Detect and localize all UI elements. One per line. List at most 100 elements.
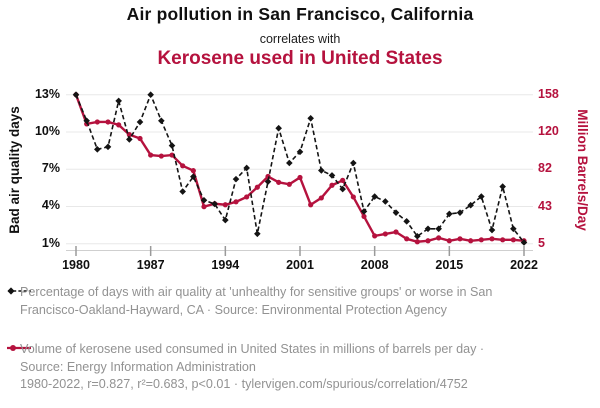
kerosene-line [74, 94, 525, 243]
air-quality-point [104, 143, 112, 151]
air-quality-point [264, 178, 272, 185]
air-quality-point [115, 97, 122, 105]
kerosene-point [169, 152, 175, 158]
kerosene-point [148, 152, 154, 158]
air-quality-point [318, 167, 325, 174]
y-tick-right: 5 [538, 235, 545, 250]
air-quality-point [520, 239, 528, 246]
kerosene-point [510, 237, 516, 243]
kerosene-point [478, 237, 484, 243]
kerosene-point [500, 237, 506, 243]
air-quality-point [136, 118, 144, 126]
kerosene-point [372, 233, 378, 239]
kerosene-point [137, 135, 143, 142]
x-tick: 1994 [211, 258, 240, 272]
kerosene-point [404, 236, 410, 242]
air-quality-point [446, 210, 453, 218]
air-quality-point [222, 216, 229, 224]
x-tick: 2022 [510, 258, 538, 272]
kerosene-point [350, 194, 356, 200]
air-quality-point [254, 230, 261, 238]
kerosene-point [382, 231, 388, 237]
air-quality-point [168, 142, 176, 149]
air-quality-point [403, 218, 410, 225]
kerosene-point [297, 174, 303, 181]
kerosene-point [233, 199, 239, 205]
stats-footer: 1980-2022, r=0.827, r²=0.683, p<0.01 · t… [20, 377, 468, 391]
legend-entry-kerosene: Volume of kerosene used consumed in Unit… [20, 342, 485, 374]
kerosene-point [254, 184, 260, 190]
y-tick-right: 120 [538, 123, 559, 138]
air-quality-point [307, 114, 314, 122]
kerosene-point [329, 182, 335, 188]
kerosene-point [276, 179, 282, 185]
y-tick-right: 158 [538, 86, 559, 101]
kerosene-point [446, 238, 452, 244]
y-tick-left: 10% [34, 123, 60, 138]
air-quality-point [286, 159, 293, 167]
air-quality-point [467, 201, 474, 209]
air-quality-point [232, 175, 240, 183]
air-quality-point [478, 193, 485, 200]
air-quality-point [190, 173, 197, 180]
air-quality-point [200, 196, 208, 204]
chart-subtitle: correlates with [259, 32, 341, 46]
kerosene-point [393, 229, 399, 235]
kerosene-point [180, 163, 186, 169]
air-quality-point [339, 185, 346, 193]
x-tick: 1980 [62, 258, 90, 272]
air-quality-line [75, 92, 525, 243]
y-tick-left: 7% [41, 161, 60, 176]
kerosene-point [190, 168, 196, 174]
air-quality-point [510, 225, 517, 233]
y-tick-right: 43 [538, 198, 552, 213]
kerosene-point [105, 119, 111, 125]
kerosene-point [468, 238, 474, 244]
air-quality-point [72, 91, 80, 98]
y-tick-right: 82 [538, 160, 552, 175]
kerosene-point [457, 236, 463, 242]
kerosene-point [116, 122, 122, 128]
air-quality-point [424, 225, 432, 233]
air-quality-point [360, 208, 368, 215]
air-quality-point [275, 124, 282, 132]
air-quality-point [158, 117, 165, 125]
x-tick: 2015 [435, 258, 464, 272]
kerosene-point [318, 195, 324, 201]
kerosene-point [222, 202, 228, 208]
x-tick: 2008 [360, 258, 389, 272]
air-quality-point [414, 232, 421, 240]
air-quality-point [435, 225, 442, 233]
kerosene-point [489, 236, 495, 242]
kerosene-point [201, 204, 207, 210]
y-tick-left: 1% [41, 235, 60, 250]
x-tick: 1987 [136, 258, 165, 272]
kerosene-point [126, 132, 132, 138]
air-quality-point [94, 146, 101, 153]
chart-title: Air pollution in San Francisco, Californ… [126, 4, 474, 24]
air-quality-point [126, 136, 133, 143]
air-quality-point [456, 209, 464, 216]
air-quality-point [243, 164, 250, 172]
kerosene-point [361, 213, 367, 220]
kerosene-point [244, 194, 250, 200]
air-quality-point [488, 226, 496, 234]
plot-area [66, 91, 533, 256]
kerosene-point [94, 119, 100, 125]
correlate-title: Kerosene used in United States [157, 48, 443, 69]
kerosene-point [158, 153, 164, 159]
legend-entry-air-quality: Percentage of days with air quality at '… [20, 285, 493, 317]
kerosene-point [436, 235, 442, 241]
air-quality-point [211, 200, 218, 208]
air-quality-point [392, 209, 400, 216]
air-quality-point [147, 91, 154, 98]
kerosene-point [308, 202, 314, 208]
y-tick-left: 4% [41, 198, 60, 213]
y-tick-left: 13% [34, 86, 60, 101]
black-dashed-series-legend-icon [7, 287, 31, 295]
x-tick: 2001 [286, 258, 314, 272]
air-quality-point [83, 117, 90, 125]
air-quality-point [382, 198, 389, 205]
air-quality-point [350, 159, 357, 167]
